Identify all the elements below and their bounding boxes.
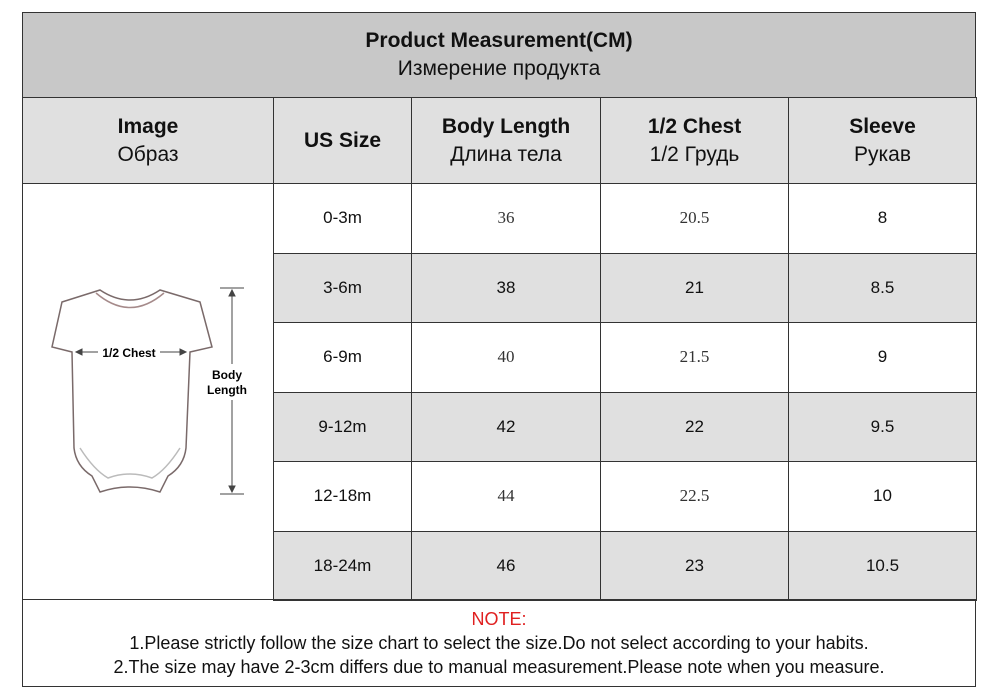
table-cell: 12-18m [273, 461, 412, 532]
header-cell: Sleeve Рукав [788, 97, 977, 184]
cell-text: 23 [685, 555, 704, 575]
cell-text: 18-24m [313, 555, 372, 575]
table-cell: 10.5 [788, 530, 977, 601]
header-cell: Body Length Длина тела [411, 97, 601, 184]
cell-text: 10.5 [865, 555, 900, 575]
table-cell: 8.5 [788, 252, 977, 323]
cell-text: 9.5 [870, 416, 895, 436]
cell-text: 1/2 Грудь [649, 142, 740, 166]
cell-text: 21 [685, 277, 704, 297]
note-title: NOTE: [471, 609, 527, 629]
table-cell: 23 [600, 530, 789, 601]
cell-text: 22.5 [679, 486, 710, 506]
title-band: Product Measurement(CM) Измерение продук… [22, 12, 976, 98]
table-cell: 21 [600, 252, 789, 323]
table-cell: 42 [411, 391, 601, 462]
table-cell: 38 [411, 252, 601, 323]
cell-text: 38 [496, 277, 516, 297]
subtitle: Измерение продукта [397, 57, 601, 80]
cell-text: US Size [303, 128, 382, 152]
table-cell: 0-3m [273, 183, 412, 254]
table-cell: 21.5 [600, 322, 789, 393]
cell-text: Образ [117, 142, 179, 166]
onesie-figure: 1/2 Chest Body Length [51, 287, 247, 495]
cell-text: 36 [497, 208, 515, 228]
table-cell: 22.5 [600, 461, 789, 532]
table-cell: 10 [788, 461, 977, 532]
table-cell: 18-24m [273, 530, 412, 601]
cell-text: Image [117, 114, 179, 138]
cell-text: 44 [497, 486, 515, 506]
cell-text: 9 [877, 347, 888, 367]
cell-text: Body Length [441, 114, 571, 138]
chest-label: 1/2 Chest [102, 346, 155, 360]
header-cell: Image Образ [22, 97, 274, 184]
length-label: Body [212, 368, 242, 382]
table-cell: 9-12m [273, 391, 412, 462]
table-cell: 36 [411, 183, 601, 254]
cell-text: 1/2 Chest [647, 114, 742, 138]
cell-text: 22 [685, 416, 704, 436]
cell-text: 20.5 [679, 208, 710, 228]
table-cell: 3-6m [273, 252, 412, 323]
note-line: 2.The size may have 2-3cm differs due to… [113, 657, 885, 677]
cell-text: Рукав [854, 142, 911, 166]
title: Product Measurement(CM) [365, 29, 633, 52]
note-line: 1.Please strictly follow the size chart … [129, 633, 869, 653]
table-cell: 44 [411, 461, 601, 532]
table-cell: 9 [788, 322, 977, 393]
table-cell: 9.5 [788, 391, 977, 462]
image-cell [22, 183, 274, 600]
table-cell: 8 [788, 183, 977, 254]
length-label: Length [207, 383, 247, 397]
table-cell: 20.5 [600, 183, 789, 254]
cell-text: 21.5 [679, 347, 710, 367]
table-cell: 40 [411, 322, 601, 393]
cell-text: 8.5 [870, 277, 895, 297]
table-cell: 46 [411, 530, 601, 601]
cell-text: Sleeve [849, 114, 916, 138]
cell-text: 9-12m [318, 416, 367, 436]
cell-text: 0-3m [323, 208, 362, 228]
cell-text: 46 [496, 555, 516, 575]
cell-text: 12-18m [313, 486, 372, 506]
table-cell: 22 [600, 391, 789, 462]
header-cell: US Size [273, 97, 412, 184]
table-cell: 6-9m [273, 322, 412, 393]
cell-text: 10 [873, 486, 892, 506]
cell-text: 6-9m [323, 347, 362, 367]
cell-text: Длина тела [450, 142, 562, 166]
cell-text: 40 [497, 347, 515, 367]
cell-text: 3-6m [323, 277, 362, 297]
header-cell: 1/2 Chest 1/2 Грудь [600, 97, 789, 184]
cell-text: 8 [877, 208, 888, 228]
note: NOTE: 1.Please strictly follow the size … [22, 599, 976, 687]
cell-text: 42 [496, 416, 516, 436]
